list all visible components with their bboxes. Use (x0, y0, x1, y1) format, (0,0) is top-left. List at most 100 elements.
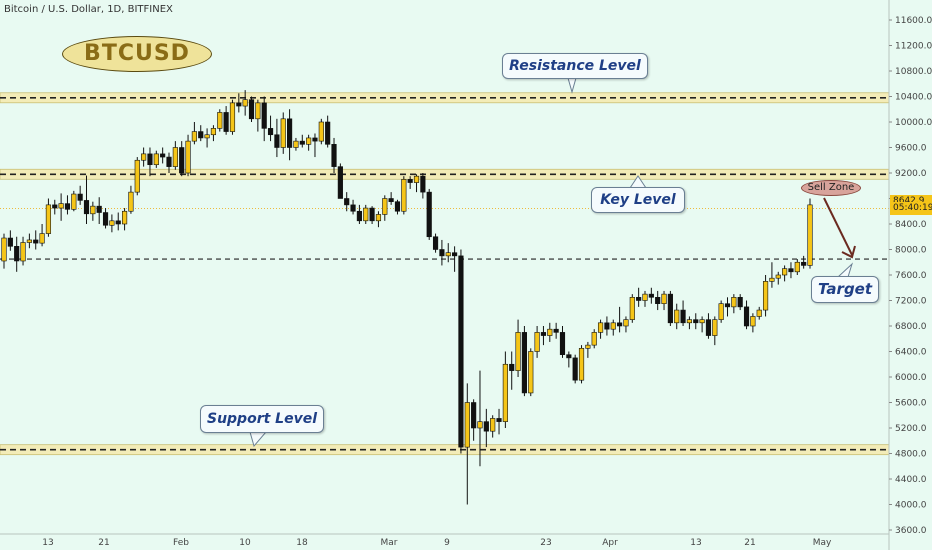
candle[interactable] (750, 313, 756, 333)
key-level-callout[interactable]: Key Level (591, 187, 685, 213)
candle[interactable] (540, 326, 547, 346)
candle[interactable] (90, 201, 96, 221)
candle[interactable] (160, 147, 166, 164)
candle[interactable] (350, 199, 356, 215)
candle[interactable] (426, 188, 432, 240)
candle[interactable] (496, 408, 502, 435)
candle[interactable] (401, 176, 407, 215)
candle[interactable] (223, 106, 229, 135)
candle[interactable] (756, 306, 762, 320)
candle[interactable] (464, 383, 470, 505)
candle[interactable] (534, 326, 540, 358)
candle[interactable] (33, 230, 39, 250)
candle[interactable] (458, 249, 464, 454)
candle[interactable] (661, 290, 667, 311)
candle[interactable] (629, 294, 635, 323)
candle[interactable] (724, 297, 731, 317)
candle[interactable] (102, 208, 109, 229)
candle[interactable] (287, 109, 293, 161)
candle[interactable] (636, 287, 642, 307)
candle[interactable] (439, 239, 445, 266)
candle[interactable] (280, 112, 286, 154)
candle[interactable] (737, 294, 743, 311)
target-callout[interactable]: Target (811, 276, 879, 303)
candle[interactable] (509, 351, 515, 390)
candle[interactable] (788, 262, 794, 279)
candle[interactable] (153, 150, 159, 168)
candle[interactable] (452, 246, 458, 272)
candle[interactable] (693, 313, 699, 330)
candle[interactable] (769, 262, 775, 288)
candle[interactable] (782, 265, 788, 282)
candle[interactable] (26, 233, 32, 249)
candle[interactable] (255, 99, 261, 132)
candle[interactable] (420, 173, 426, 199)
candle[interactable] (331, 137, 337, 173)
candle[interactable] (236, 93, 242, 113)
candle[interactable] (388, 192, 394, 205)
candle[interactable] (610, 319, 616, 336)
candle[interactable] (204, 128, 210, 148)
candle[interactable] (77, 185, 83, 205)
candle[interactable] (515, 319, 521, 377)
candle[interactable] (801, 255, 807, 269)
candle[interactable] (382, 195, 388, 221)
candle[interactable] (597, 319, 604, 339)
candle[interactable] (743, 300, 750, 330)
candle[interactable] (52, 199, 58, 215)
candle[interactable] (248, 96, 255, 123)
candle[interactable] (699, 316, 705, 333)
candle[interactable] (394, 199, 401, 215)
resistance-level-callout[interactable]: Resistance Level (502, 53, 648, 79)
candle[interactable] (7, 230, 13, 251)
candle[interactable] (121, 208, 128, 231)
candle[interactable] (591, 329, 597, 349)
candle[interactable] (141, 147, 147, 167)
candle[interactable] (369, 206, 375, 224)
candle[interactable] (71, 190, 77, 212)
candle[interactable] (585, 341, 591, 358)
candle[interactable] (553, 322, 559, 339)
candle[interactable] (775, 271, 781, 285)
candle[interactable] (325, 115, 331, 148)
candle[interactable] (547, 322, 553, 342)
candle[interactable] (807, 198, 813, 269)
candle[interactable] (147, 147, 153, 177)
candle[interactable] (483, 408, 489, 448)
candle[interactable] (229, 99, 236, 135)
candle[interactable] (477, 370, 483, 467)
candle[interactable] (198, 125, 204, 142)
candle[interactable] (712, 316, 718, 346)
sell-zone-marker[interactable]: Sell Zone (801, 180, 861, 196)
candle[interactable] (39, 224, 45, 247)
candle[interactable] (490, 415, 496, 438)
candle[interactable] (261, 96, 267, 142)
candle[interactable] (413, 174, 420, 193)
candle[interactable] (64, 195, 71, 215)
candle[interactable] (318, 118, 324, 145)
candle[interactable] (185, 134, 191, 177)
candle[interactable] (191, 122, 197, 145)
candle[interactable] (242, 90, 248, 116)
candle[interactable] (794, 259, 800, 275)
candle[interactable] (521, 326, 527, 397)
candle[interactable] (172, 141, 178, 170)
support-level-callout[interactable]: Support Level (200, 405, 324, 433)
candle[interactable] (20, 236, 26, 266)
candle[interactable] (179, 141, 185, 177)
candle[interactable] (604, 316, 610, 336)
candle[interactable] (1, 233, 7, 269)
candle[interactable] (502, 351, 508, 429)
candle[interactable] (667, 290, 673, 326)
candle[interactable] (445, 243, 451, 263)
candle[interactable] (407, 176, 413, 189)
candle[interactable] (471, 399, 477, 441)
candle[interactable] (642, 290, 648, 307)
candle[interactable] (363, 204, 369, 224)
candle[interactable] (58, 193, 64, 221)
candle[interactable] (299, 134, 305, 148)
candle[interactable] (306, 134, 312, 151)
candle[interactable] (718, 300, 724, 323)
candle[interactable] (115, 212, 121, 231)
